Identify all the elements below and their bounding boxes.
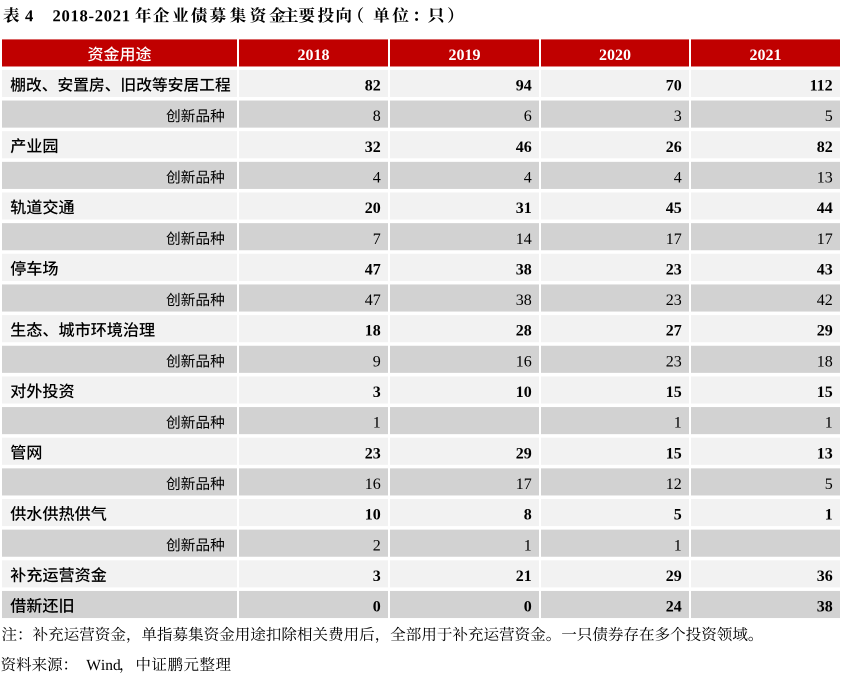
svg-text:2: 2 [373, 537, 381, 554]
svg-text:8: 8 [373, 108, 381, 125]
svg-text:1: 1 [674, 537, 682, 554]
svg-text:82: 82 [817, 139, 833, 156]
svg-text:17: 17 [516, 476, 532, 493]
svg-text:38: 38 [516, 261, 532, 278]
svg-text:5: 5 [825, 476, 833, 493]
svg-text:10: 10 [365, 507, 381, 524]
svg-text:12: 12 [666, 476, 682, 493]
svg-text:36: 36 [817, 568, 833, 585]
svg-text:1: 1 [373, 415, 381, 432]
svg-text:1: 1 [674, 415, 682, 432]
svg-text:2019: 2019 [449, 47, 481, 64]
svg-text:18: 18 [365, 323, 381, 340]
svg-text:26: 26 [666, 139, 682, 156]
svg-text:0: 0 [373, 599, 381, 616]
svg-text:1: 1 [825, 415, 833, 432]
svg-text:38: 38 [817, 599, 833, 616]
svg-text:15: 15 [817, 384, 833, 401]
svg-text:8: 8 [524, 507, 532, 524]
svg-text:21: 21 [516, 568, 532, 585]
svg-text:16: 16 [516, 353, 532, 370]
svg-text:20: 20 [365, 200, 381, 217]
svg-text:2020: 2020 [599, 47, 631, 64]
svg-text:3: 3 [373, 384, 381, 401]
svg-text:5: 5 [674, 507, 682, 524]
svg-text:4: 4 [373, 169, 381, 186]
svg-text:3: 3 [373, 568, 381, 585]
svg-text:0: 0 [524, 599, 532, 616]
svg-text:15: 15 [666, 384, 682, 401]
svg-text:15: 15 [666, 445, 682, 462]
svg-text:13: 13 [817, 445, 833, 462]
svg-text:13: 13 [817, 169, 833, 186]
svg-text:4: 4 [674, 169, 682, 186]
svg-text:23: 23 [666, 292, 682, 309]
svg-text:45: 45 [666, 200, 682, 217]
svg-text:1: 1 [524, 537, 532, 554]
svg-text:31: 31 [516, 200, 532, 217]
svg-text:23: 23 [666, 261, 682, 278]
svg-text:10: 10 [516, 384, 532, 401]
svg-text:27: 27 [666, 323, 682, 340]
svg-text:44: 44 [817, 200, 833, 217]
svg-text:47: 47 [365, 292, 381, 309]
svg-text:38: 38 [516, 292, 532, 309]
svg-text:4: 4 [524, 169, 532, 186]
svg-text:17: 17 [817, 231, 833, 248]
svg-text:70: 70 [666, 78, 682, 95]
svg-text:2021: 2021 [750, 47, 782, 64]
svg-text:43: 43 [817, 261, 833, 278]
svg-text:7: 7 [373, 231, 381, 248]
svg-text:29: 29 [666, 568, 682, 585]
svg-text:1: 1 [825, 507, 833, 524]
svg-text:23: 23 [365, 445, 381, 462]
svg-text:94: 94 [516, 78, 532, 95]
svg-text:32: 32 [365, 139, 381, 156]
svg-text:42: 42 [817, 292, 833, 309]
svg-text:28: 28 [516, 323, 532, 340]
svg-text:47: 47 [365, 261, 381, 278]
svg-text:23: 23 [666, 353, 682, 370]
svg-text:82: 82 [365, 78, 381, 95]
svg-text:46: 46 [516, 139, 532, 156]
svg-text:14: 14 [516, 231, 532, 248]
svg-text:16: 16 [365, 476, 381, 493]
svg-text:3: 3 [674, 108, 682, 125]
svg-text:6: 6 [524, 108, 532, 125]
svg-text:24: 24 [666, 599, 682, 616]
svg-text:2018: 2018 [298, 47, 330, 64]
svg-text:29: 29 [817, 323, 833, 340]
svg-text:17: 17 [666, 231, 682, 248]
svg-text:5: 5 [825, 108, 833, 125]
svg-text:18: 18 [817, 353, 833, 370]
svg-text:112: 112 [810, 78, 833, 95]
svg-text:29: 29 [516, 445, 532, 462]
svg-text:9: 9 [373, 353, 381, 370]
